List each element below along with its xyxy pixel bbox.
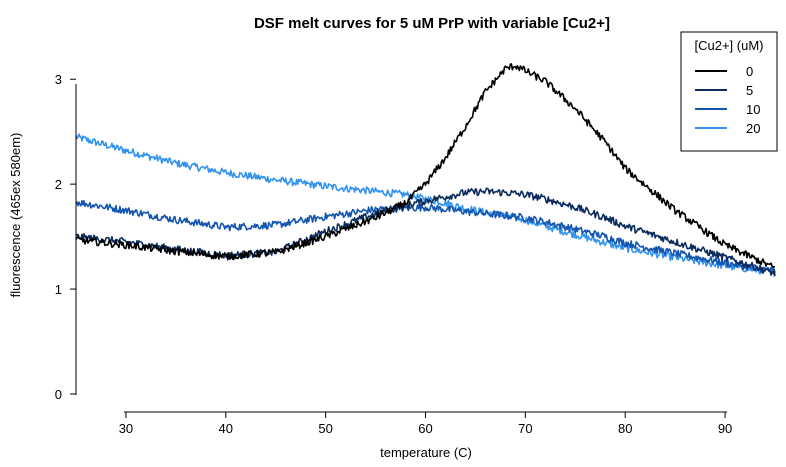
y-tick-label: 1 [55, 282, 62, 297]
series-line-0 [75, 63, 776, 269]
series-line-20 [75, 133, 776, 277]
x-tick-label: 90 [718, 421, 732, 436]
y-tick-label: 3 [55, 72, 62, 87]
series-line-10 [75, 199, 776, 274]
x-tick-label: 70 [518, 421, 532, 436]
legend: [Cu2+] (uM) 0 5 10 20 [680, 31, 778, 152]
x-tick-label: 30 [119, 421, 133, 436]
x-tick-label: 80 [618, 421, 632, 436]
y-tick-label: 0 [55, 387, 62, 402]
legend-entry-label: 10 [746, 102, 760, 117]
plot-area [75, 63, 776, 277]
chart-title: DSF melt curves for 5 uM PrP with variab… [254, 15, 610, 32]
y-axis-label: fluorescence (465ex 580em) [8, 133, 23, 298]
legend-entry-label: 20 [746, 121, 760, 136]
x-ticks: 30 40 50 60 70 80 90 [119, 412, 732, 436]
series-layer [75, 63, 776, 277]
series-line-5 [75, 187, 776, 276]
x-tick-label: 60 [418, 421, 432, 436]
x-tick-label: 40 [219, 421, 233, 436]
x-tick-label: 50 [318, 421, 332, 436]
x-axis-label: temperature (C) [380, 445, 472, 460]
y-ticks: 0 1 2 3 [55, 72, 76, 402]
legend-entry-label: 0 [746, 64, 753, 79]
legend-box [680, 31, 778, 152]
y-tick-label: 2 [55, 177, 62, 192]
legend-entry-label: 5 [746, 83, 753, 98]
legend-items: 0 5 10 20 [695, 64, 760, 136]
legend-title: [Cu2+] (uM) [695, 38, 764, 53]
